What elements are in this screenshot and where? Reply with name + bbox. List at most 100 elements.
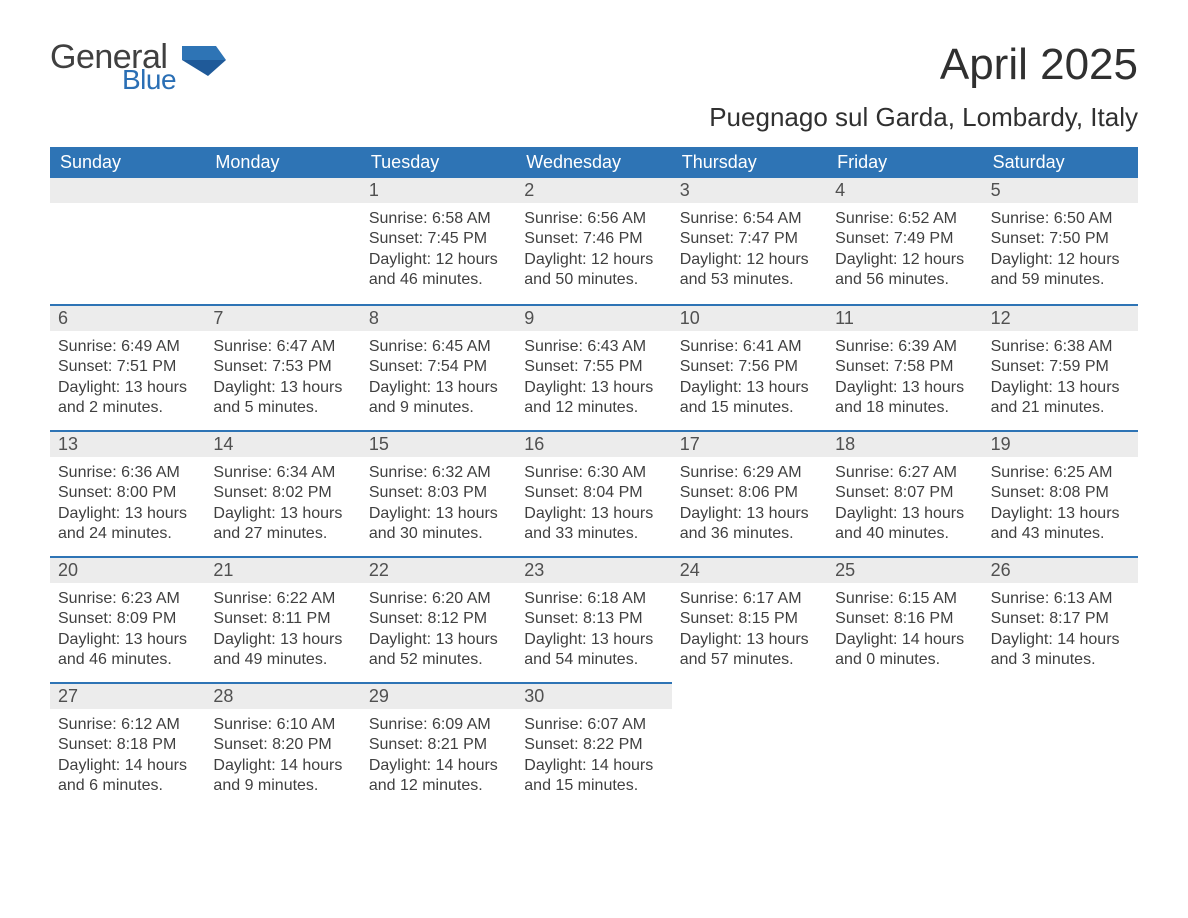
calendar-cell: 19Sunrise: 6:25 AMSunset: 8:08 PMDayligh… xyxy=(983,430,1138,556)
logo: General Blue xyxy=(50,40,226,94)
daylight-line: Daylight: 13 hours and 40 minutes. xyxy=(835,504,974,545)
calendar-cell: 21Sunrise: 6:22 AMSunset: 8:11 PMDayligh… xyxy=(205,556,360,682)
calendar-cell: 13Sunrise: 6:36 AMSunset: 8:00 PMDayligh… xyxy=(50,430,205,556)
daylight-line: Daylight: 12 hours and 56 minutes. xyxy=(835,250,974,291)
location-subtitle: Puegnago sul Garda, Lombardy, Italy xyxy=(709,102,1138,133)
daylight-line: Daylight: 13 hours and 24 minutes. xyxy=(58,504,197,545)
day-number: 16 xyxy=(516,432,671,457)
calendar-cell: 28Sunrise: 6:10 AMSunset: 8:20 PMDayligh… xyxy=(205,682,360,808)
day-number: 24 xyxy=(672,558,827,583)
day-info: Sunrise: 6:25 AMSunset: 8:08 PMDaylight:… xyxy=(983,457,1138,545)
day-number: 29 xyxy=(361,684,516,709)
daylight-line: Daylight: 13 hours and 54 minutes. xyxy=(524,630,663,671)
calendar-cell: 25Sunrise: 6:15 AMSunset: 8:16 PMDayligh… xyxy=(827,556,982,682)
sunrise-line: Sunrise: 6:20 AM xyxy=(369,589,508,609)
day-number: 6 xyxy=(50,306,205,331)
calendar-cell: 30Sunrise: 6:07 AMSunset: 8:22 PMDayligh… xyxy=(516,682,671,808)
day-info: Sunrise: 6:20 AMSunset: 8:12 PMDaylight:… xyxy=(361,583,516,671)
day-info: Sunrise: 6:41 AMSunset: 7:56 PMDaylight:… xyxy=(672,331,827,419)
day-info: Sunrise: 6:43 AMSunset: 7:55 PMDaylight:… xyxy=(516,331,671,419)
sunset-line: Sunset: 8:12 PM xyxy=(369,609,508,629)
daylight-line: Daylight: 14 hours and 3 minutes. xyxy=(991,630,1130,671)
daylight-line: Daylight: 13 hours and 57 minutes. xyxy=(680,630,819,671)
daylight-line: Daylight: 14 hours and 9 minutes. xyxy=(213,756,352,797)
day-info: Sunrise: 6:18 AMSunset: 8:13 PMDaylight:… xyxy=(516,583,671,671)
day-info: Sunrise: 6:12 AMSunset: 8:18 PMDaylight:… xyxy=(50,709,205,797)
daylight-line: Daylight: 13 hours and 18 minutes. xyxy=(835,378,974,419)
sunrise-line: Sunrise: 6:23 AM xyxy=(58,589,197,609)
sunrise-line: Sunrise: 6:09 AM xyxy=(369,715,508,735)
sunset-line: Sunset: 7:50 PM xyxy=(991,229,1130,249)
sunset-line: Sunset: 7:45 PM xyxy=(369,229,508,249)
day-info: Sunrise: 6:38 AMSunset: 7:59 PMDaylight:… xyxy=(983,331,1138,419)
calendar-cell: 27Sunrise: 6:12 AMSunset: 8:18 PMDayligh… xyxy=(50,682,205,808)
sunset-line: Sunset: 8:17 PM xyxy=(991,609,1130,629)
day-info: Sunrise: 6:13 AMSunset: 8:17 PMDaylight:… xyxy=(983,583,1138,671)
sunset-line: Sunset: 7:46 PM xyxy=(524,229,663,249)
sunset-line: Sunset: 8:18 PM xyxy=(58,735,197,755)
daylight-line: Daylight: 13 hours and 2 minutes. xyxy=(58,378,197,419)
sunrise-line: Sunrise: 6:18 AM xyxy=(524,589,663,609)
daylight-line: Daylight: 14 hours and 15 minutes. xyxy=(524,756,663,797)
sunset-line: Sunset: 8:15 PM xyxy=(680,609,819,629)
day-number: 18 xyxy=(827,432,982,457)
day-info: Sunrise: 6:49 AMSunset: 7:51 PMDaylight:… xyxy=(50,331,205,419)
logo-flag-icon xyxy=(182,46,226,76)
day-number: 4 xyxy=(827,178,982,203)
daylight-line: Daylight: 13 hours and 43 minutes. xyxy=(991,504,1130,545)
sunrise-line: Sunrise: 6:41 AM xyxy=(680,337,819,357)
daylight-line: Daylight: 13 hours and 27 minutes. xyxy=(213,504,352,545)
day-info: Sunrise: 6:32 AMSunset: 8:03 PMDaylight:… xyxy=(361,457,516,545)
daylight-line: Daylight: 13 hours and 33 minutes. xyxy=(524,504,663,545)
daylight-line: Daylight: 14 hours and 12 minutes. xyxy=(369,756,508,797)
calendar-cell: 26Sunrise: 6:13 AMSunset: 8:17 PMDayligh… xyxy=(983,556,1138,682)
sunset-line: Sunset: 8:09 PM xyxy=(58,609,197,629)
daylight-line: Daylight: 14 hours and 0 minutes. xyxy=(835,630,974,671)
day-number: 13 xyxy=(50,432,205,457)
sunrise-line: Sunrise: 6:32 AM xyxy=(369,463,508,483)
calendar-grid: SundayMondayTuesdayWednesdayThursdayFrid… xyxy=(50,147,1138,808)
daylight-line: Daylight: 13 hours and 52 minutes. xyxy=(369,630,508,671)
sunset-line: Sunset: 8:04 PM xyxy=(524,483,663,503)
sunset-line: Sunset: 8:08 PM xyxy=(991,483,1130,503)
daylight-line: Daylight: 13 hours and 36 minutes. xyxy=(680,504,819,545)
day-number: 23 xyxy=(516,558,671,583)
sunset-line: Sunset: 8:00 PM xyxy=(58,483,197,503)
day-number: 7 xyxy=(205,306,360,331)
calendar-cell: 8Sunrise: 6:45 AMSunset: 7:54 PMDaylight… xyxy=(361,304,516,430)
sunrise-line: Sunrise: 6:39 AM xyxy=(835,337,974,357)
daylight-line: Daylight: 13 hours and 46 minutes. xyxy=(58,630,197,671)
calendar-cell: 23Sunrise: 6:18 AMSunset: 8:13 PMDayligh… xyxy=(516,556,671,682)
sunrise-line: Sunrise: 6:10 AM xyxy=(213,715,352,735)
sunset-line: Sunset: 7:47 PM xyxy=(680,229,819,249)
calendar-cell: 12Sunrise: 6:38 AMSunset: 7:59 PMDayligh… xyxy=(983,304,1138,430)
day-of-week-header: Friday xyxy=(827,147,982,178)
day-info: Sunrise: 6:30 AMSunset: 8:04 PMDaylight:… xyxy=(516,457,671,545)
daylight-line: Daylight: 13 hours and 5 minutes. xyxy=(213,378,352,419)
sunrise-line: Sunrise: 6:34 AM xyxy=(213,463,352,483)
calendar-cell: 16Sunrise: 6:30 AMSunset: 8:04 PMDayligh… xyxy=(516,430,671,556)
day-info: Sunrise: 6:27 AMSunset: 8:07 PMDaylight:… xyxy=(827,457,982,545)
calendar-cell: 15Sunrise: 6:32 AMSunset: 8:03 PMDayligh… xyxy=(361,430,516,556)
calendar-cell: 10Sunrise: 6:41 AMSunset: 7:56 PMDayligh… xyxy=(672,304,827,430)
daylight-line: Daylight: 12 hours and 59 minutes. xyxy=(991,250,1130,291)
day-info: Sunrise: 6:29 AMSunset: 8:06 PMDaylight:… xyxy=(672,457,827,545)
daylight-line: Daylight: 13 hours and 15 minutes. xyxy=(680,378,819,419)
calendar-cell-empty: . xyxy=(205,178,360,304)
day-info: Sunrise: 6:07 AMSunset: 8:22 PMDaylight:… xyxy=(516,709,671,797)
day-of-week-header: Saturday xyxy=(983,147,1138,178)
day-number: 22 xyxy=(361,558,516,583)
sunset-line: Sunset: 7:51 PM xyxy=(58,357,197,377)
sunset-line: Sunset: 8:07 PM xyxy=(835,483,974,503)
day-of-week-header: Tuesday xyxy=(361,147,516,178)
calendar-cell: 18Sunrise: 6:27 AMSunset: 8:07 PMDayligh… xyxy=(827,430,982,556)
day-info: Sunrise: 6:39 AMSunset: 7:58 PMDaylight:… xyxy=(827,331,982,419)
day-info: Sunrise: 6:10 AMSunset: 8:20 PMDaylight:… xyxy=(205,709,360,797)
daylight-line: Daylight: 13 hours and 21 minutes. xyxy=(991,378,1130,419)
sunrise-line: Sunrise: 6:17 AM xyxy=(680,589,819,609)
sunrise-line: Sunrise: 6:54 AM xyxy=(680,209,819,229)
sunset-line: Sunset: 8:02 PM xyxy=(213,483,352,503)
day-info: Sunrise: 6:36 AMSunset: 8:00 PMDaylight:… xyxy=(50,457,205,545)
calendar-cell: 9Sunrise: 6:43 AMSunset: 7:55 PMDaylight… xyxy=(516,304,671,430)
day-number: 21 xyxy=(205,558,360,583)
